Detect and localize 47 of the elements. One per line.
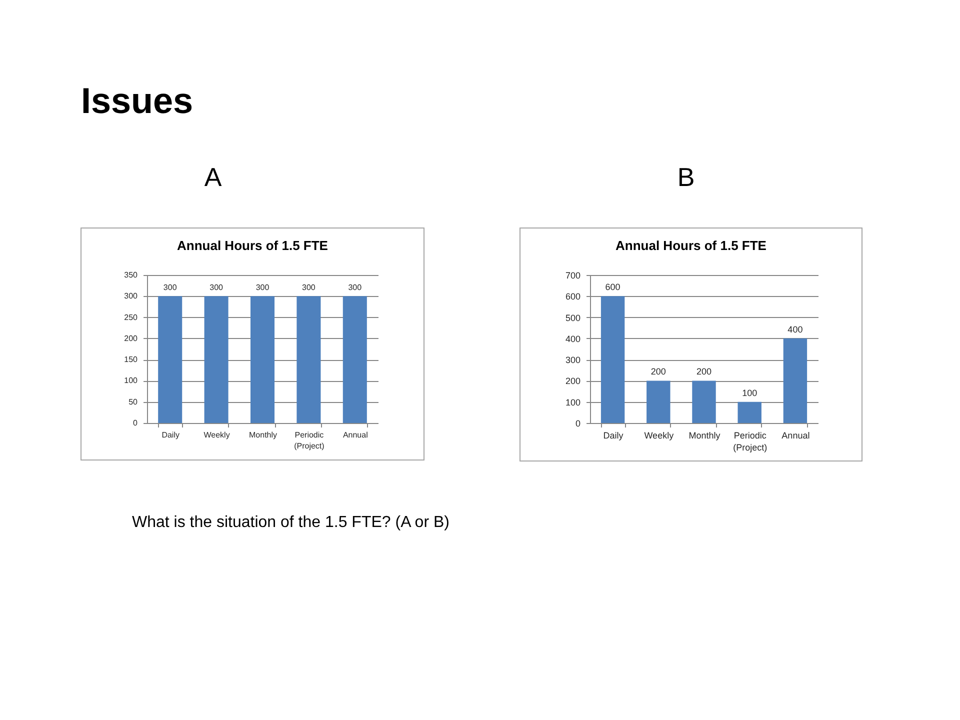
text: B (677, 162, 695, 192)
y-tick-label: 100 (124, 376, 138, 386)
y-tick-label: 500 (565, 312, 580, 323)
x-tick-label: Daily (162, 430, 180, 440)
y-tick-label: 300 (565, 355, 580, 366)
x-tick-label: Weekly (644, 430, 674, 440)
chart-title: Annual Hours of 1.5 FTE (616, 238, 767, 253)
text: What is the situation of the 1.5 FTE? (A or B) (132, 514, 450, 531)
y-tick-label: 300 (124, 292, 138, 301)
chart-title: Annual Hours of 1.5 FTE (177, 238, 328, 253)
x-tick-label: Periodic (Project) (294, 430, 325, 450)
bar (783, 338, 808, 423)
data-label: 200 (650, 366, 666, 377)
text: A (204, 162, 222, 192)
y-tick-label: 50 (128, 397, 138, 406)
y-tick-label: 250 (124, 312, 138, 322)
x-tick-label: Weekly (204, 430, 230, 440)
data-label: 300 (348, 283, 362, 292)
x-tick-label: Monthly (688, 430, 721, 440)
y-tick-label: 400 (565, 334, 580, 344)
y-tick-label: 150 (124, 355, 138, 364)
data-label: 300 (210, 283, 224, 292)
data-label: 200 (696, 366, 712, 377)
data-label: 300 (256, 283, 270, 292)
y-tick-label: 350 (124, 270, 138, 280)
bar (738, 402, 762, 423)
x-tick-label: Annual (342, 430, 368, 440)
data-label: 100 (742, 388, 758, 398)
data-label: 600 (605, 282, 620, 292)
y-tick-label: 0 (575, 418, 580, 428)
y-tick-label: 200 (565, 376, 580, 386)
y-tick-label: 100 (565, 397, 580, 408)
x-tick-label: Annual (782, 430, 810, 440)
data-label: 400 (788, 324, 803, 334)
data-label: 300 (163, 283, 178, 292)
y-tick-label: 0 (133, 418, 138, 428)
y-tick-label: 700 (565, 270, 580, 280)
data-label: 300 (302, 283, 316, 292)
y-tick-label: 200 (124, 334, 138, 343)
bar (646, 380, 670, 423)
bar (692, 380, 716, 423)
text: Issues (81, 80, 194, 121)
x-tick-label: Periodic (Project) (733, 430, 768, 452)
y-tick-label: 600 (565, 292, 580, 302)
x-tick-label: Daily (603, 430, 624, 440)
bar (600, 296, 625, 423)
x-tick-label: Monthly (248, 430, 278, 440)
